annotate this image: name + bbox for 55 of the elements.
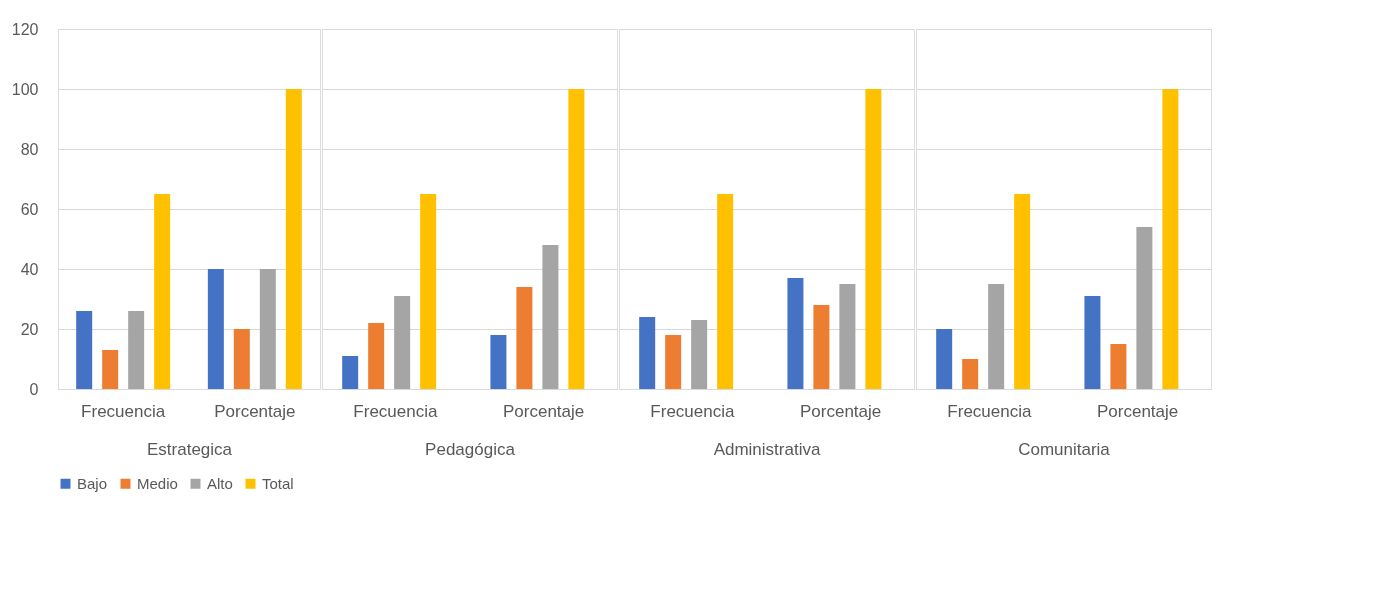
bar xyxy=(1162,89,1179,389)
bar xyxy=(76,311,93,389)
bar xyxy=(865,89,882,389)
x-tick-label: Frecuencia xyxy=(650,401,735,421)
legend-label: Medio xyxy=(137,474,178,492)
y-tick-label: 60 xyxy=(20,200,39,218)
bar xyxy=(1014,194,1031,389)
bar xyxy=(154,194,171,389)
x-tick-label: Porcentaje xyxy=(502,401,585,421)
bar xyxy=(1110,344,1127,389)
x-axis-title: Estrategica xyxy=(146,439,233,459)
bar xyxy=(490,335,507,389)
bar xyxy=(787,278,804,389)
bar xyxy=(813,305,830,389)
x-tick-label: Frecuencia xyxy=(947,401,1032,421)
bar xyxy=(394,296,411,389)
bar xyxy=(542,245,559,389)
legend-label: Total xyxy=(262,474,294,492)
bar xyxy=(128,311,145,389)
legend-label: Alto xyxy=(207,474,233,492)
x-axis-title: Comunitaria xyxy=(1018,439,1111,459)
bar xyxy=(962,359,979,389)
x-tick-label: Porcentaje xyxy=(799,401,882,421)
bar xyxy=(207,269,224,389)
bar xyxy=(665,335,682,389)
x-tick-label: Porcentaje xyxy=(1096,401,1179,421)
y-tick-label: 0 xyxy=(29,380,39,398)
bar xyxy=(516,287,533,389)
x-axis-title: Pedagógica xyxy=(425,439,516,459)
bar xyxy=(1084,296,1101,389)
bar xyxy=(691,320,708,389)
x-axis-title: Administrativa xyxy=(713,439,821,459)
y-tick-label: 40 xyxy=(20,260,39,278)
bar xyxy=(102,350,119,389)
legend-label: Bajo xyxy=(77,474,108,492)
bar xyxy=(285,89,302,389)
bar xyxy=(568,89,585,389)
bar xyxy=(936,329,953,389)
bar xyxy=(988,284,1005,389)
y-tick-label: 20 xyxy=(20,320,39,338)
bar xyxy=(233,329,250,389)
y-tick-label: 120 xyxy=(11,20,39,38)
bar xyxy=(1136,227,1153,389)
x-tick-label: Frecuencia xyxy=(353,401,438,421)
y-tick-label: 80 xyxy=(20,140,39,158)
y-tick-label: 100 xyxy=(11,80,39,98)
bar xyxy=(639,317,656,389)
bar xyxy=(342,356,359,389)
bar xyxy=(839,284,856,389)
bar xyxy=(420,194,437,389)
bar xyxy=(368,323,385,389)
x-tick-label: Porcentaje xyxy=(214,401,296,421)
bar xyxy=(259,269,276,389)
bar xyxy=(717,194,734,389)
x-tick-label: Frecuencia xyxy=(81,401,166,421)
